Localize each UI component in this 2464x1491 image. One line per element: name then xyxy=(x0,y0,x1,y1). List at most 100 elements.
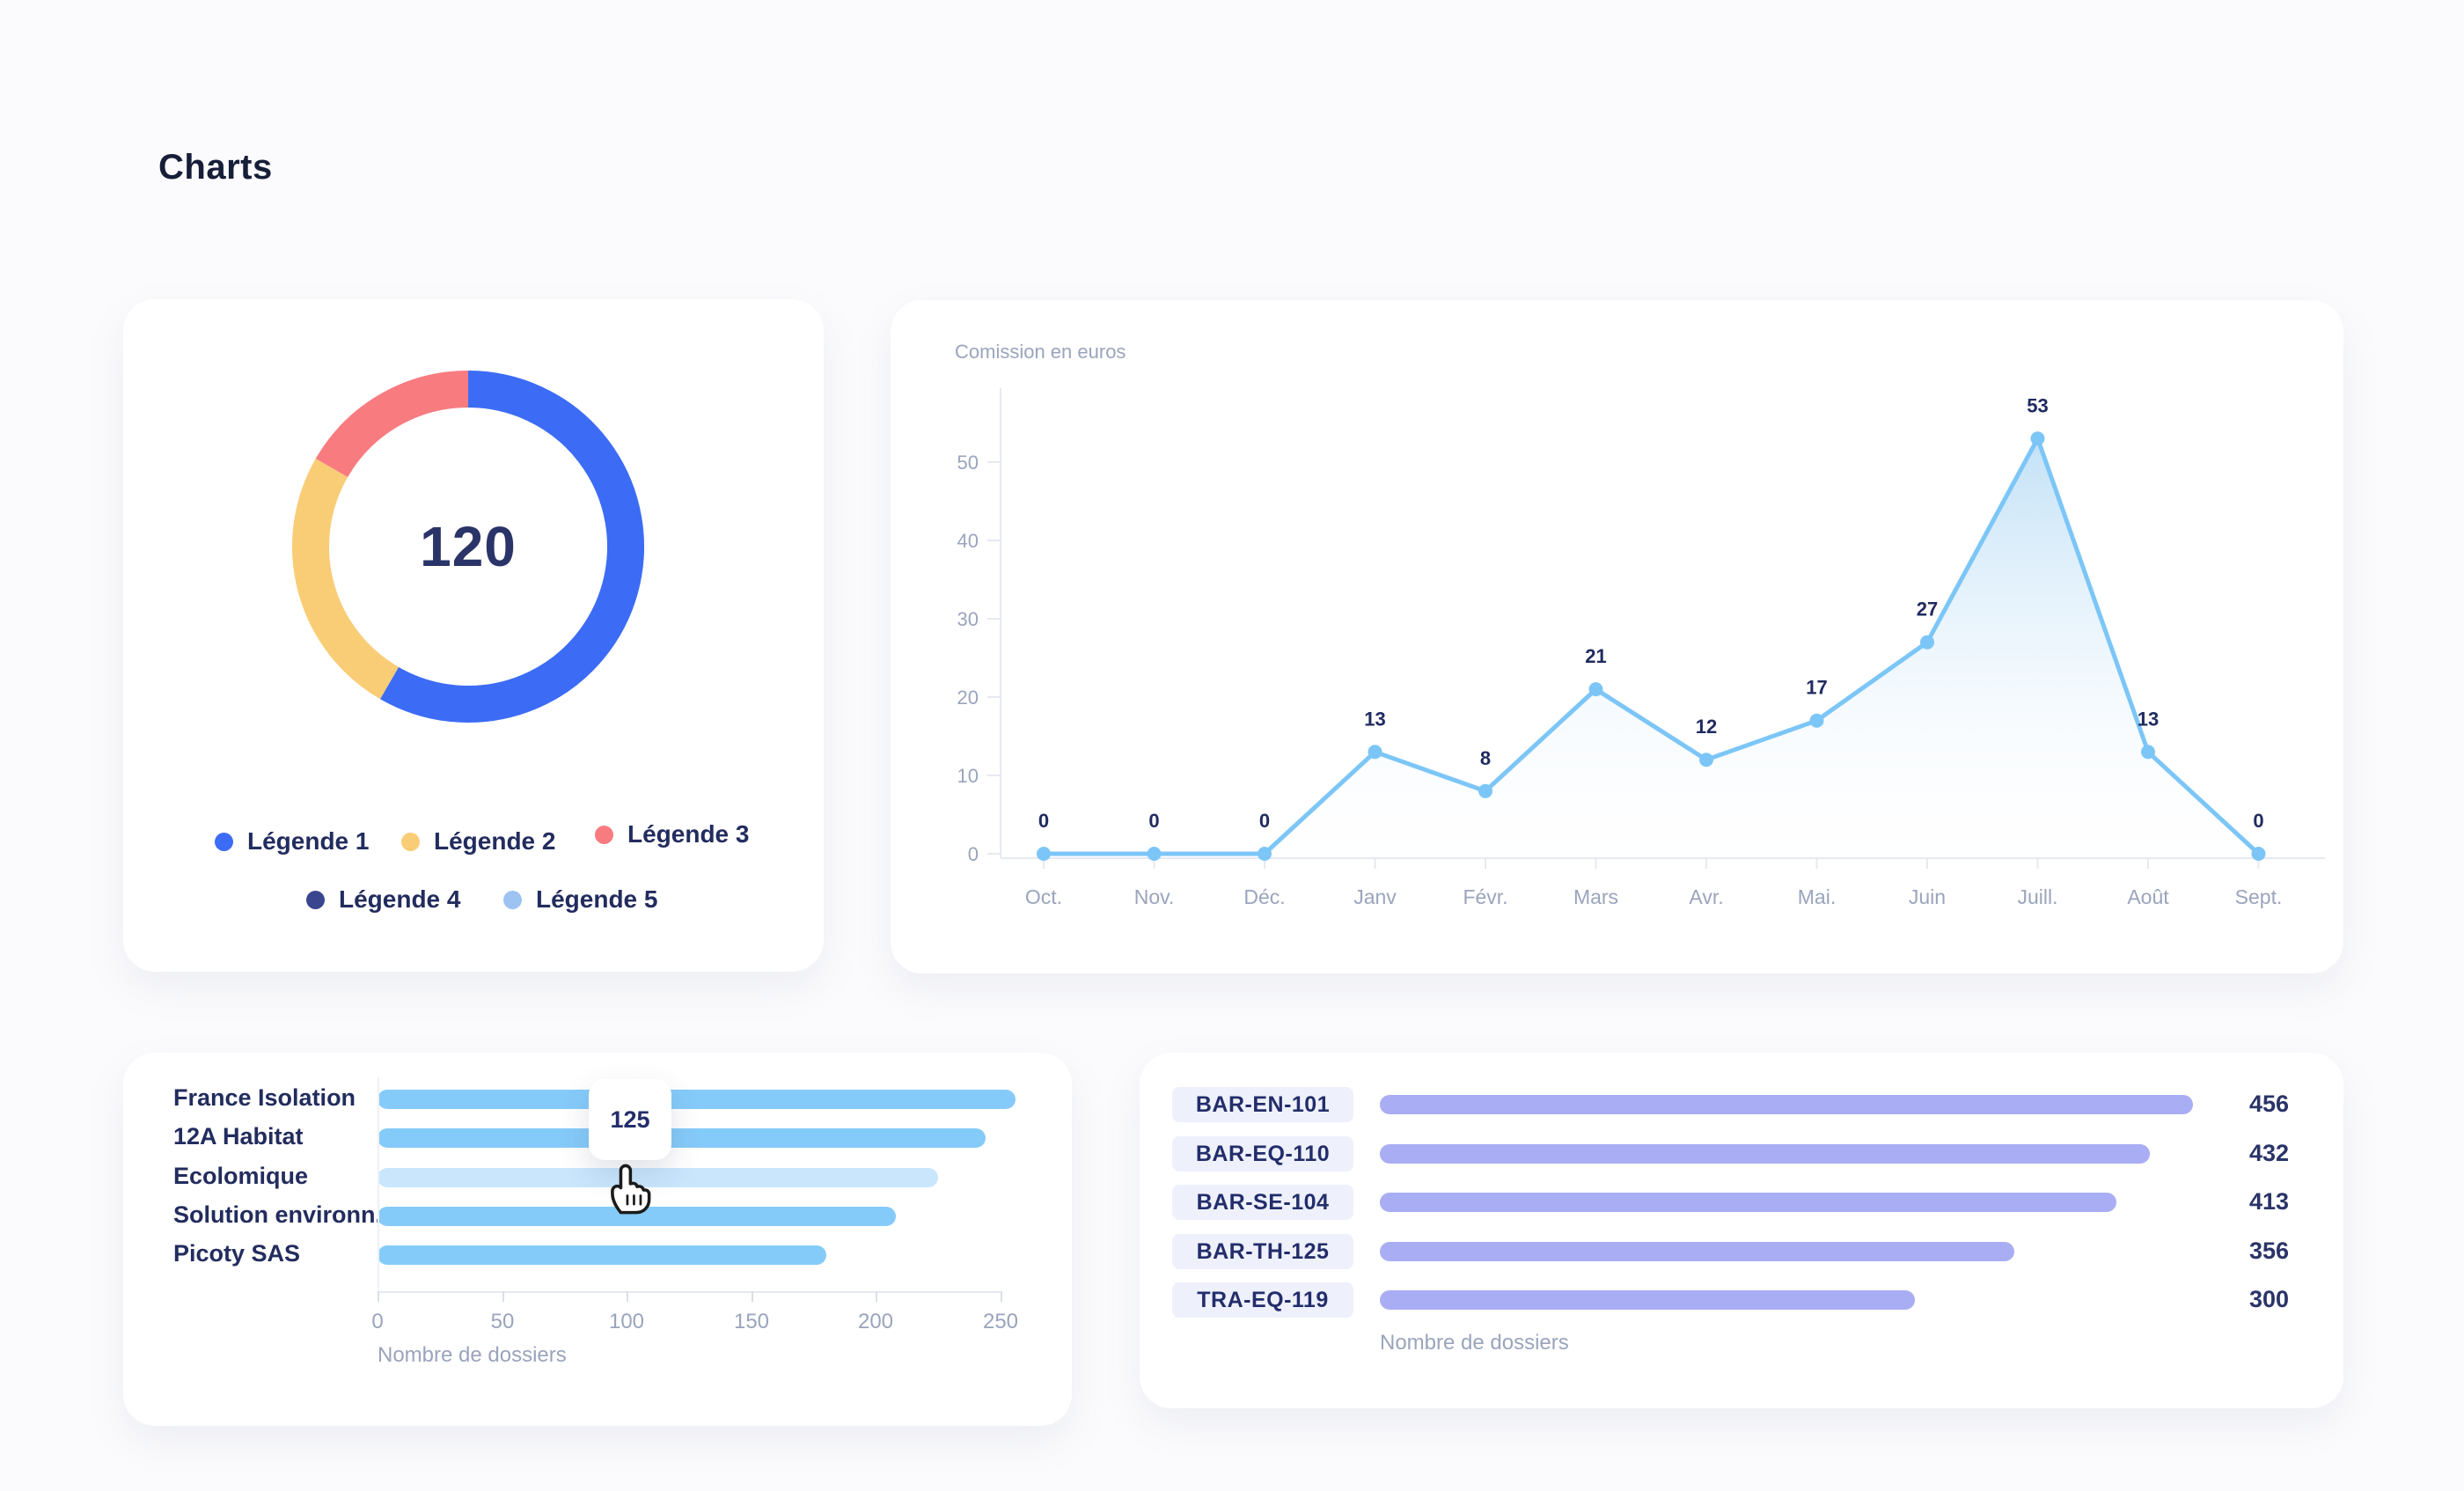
companies-axis-tick xyxy=(502,1291,504,1302)
code-value-2: 432 xyxy=(2248,1140,2289,1166)
legend-dot-icon xyxy=(306,890,325,909)
legend-dot-icon xyxy=(215,832,233,851)
line-point-label: 0 xyxy=(1148,810,1159,832)
companies-axis-tick xyxy=(752,1291,753,1302)
line-point-Déc.[interactable] xyxy=(1258,847,1272,861)
code-bar-1[interactable] xyxy=(1380,1095,2193,1114)
commission-line-series[interactable] xyxy=(1041,436,2261,856)
line-xtick: Nov. xyxy=(1134,885,1175,908)
line-point-label: 0 xyxy=(2253,810,2263,832)
code-bar-4[interactable] xyxy=(1380,1242,2014,1261)
line-ytick: 20 xyxy=(957,687,979,709)
line-point-Oct.[interactable] xyxy=(1037,847,1051,861)
code-pill-4: BAR-TH-125 xyxy=(1172,1234,1353,1269)
company-label-3: Ecolomique xyxy=(173,1163,309,1189)
company-bar-2[interactable] xyxy=(378,1128,986,1148)
donut-center-value: 120 xyxy=(420,515,517,578)
line-xtick: Avr. xyxy=(1689,885,1723,908)
line-point-label: 53 xyxy=(2027,394,2048,416)
code-bar-3[interactable] xyxy=(1380,1193,2116,1212)
line-point-Mars[interactable] xyxy=(1588,682,1603,697)
legend-dot-icon xyxy=(401,832,420,851)
line-point-Juin[interactable] xyxy=(1920,635,1934,650)
code-value-1: 456 xyxy=(2248,1091,2289,1117)
companies-axis-tick xyxy=(627,1291,628,1302)
line-point-label: 12 xyxy=(1696,716,1717,738)
companies-bar-card: France Isolation 12A Habitat Ecolomique Sol… xyxy=(123,1053,1072,1426)
line-point-label: 13 xyxy=(1364,708,1385,730)
code-value-5: 300 xyxy=(2248,1286,2289,1312)
line-xtick: Févr. xyxy=(1463,885,1507,908)
line-xtick: Mai. xyxy=(1798,885,1836,908)
donut-chart[interactable] xyxy=(275,353,662,740)
line-ytick: 40 xyxy=(957,530,979,552)
companies-axis-tick-label: 200 xyxy=(857,1310,894,1333)
line-xtick: Mars xyxy=(1573,885,1618,908)
companies-axis-tick-label: 0 xyxy=(371,1310,384,1333)
legend-item-5[interactable]: Légende 5 xyxy=(503,885,657,914)
company-bar-5[interactable] xyxy=(378,1245,826,1265)
code-value-3: 413 xyxy=(2248,1188,2289,1215)
code-bar-5[interactable] xyxy=(1380,1290,1915,1310)
companies-x-axis xyxy=(378,1291,1001,1293)
line-ytick: 10 xyxy=(957,765,979,787)
legend-item-3[interactable]: Légende 3 xyxy=(595,820,749,848)
donut-segment-3[interactable] xyxy=(315,371,469,478)
hand-cursor-icon xyxy=(611,1164,651,1215)
line-point-Juill.[interactable] xyxy=(2030,431,2045,446)
companies-axis-tick-label: 100 xyxy=(608,1310,645,1333)
line-xtick: Juill. xyxy=(2017,885,2057,908)
line-point-label: 0 xyxy=(1038,810,1049,832)
line-point-Sept.[interactable] xyxy=(2251,847,2266,861)
legend-item-label: Légende 3 xyxy=(627,820,750,848)
line-ytick: 50 xyxy=(957,452,979,474)
line-xtick: Juin xyxy=(1909,885,1946,908)
donut-chart-card: 120 Légende 1 Légende 2 Légende 3 Légende 4… xyxy=(123,299,824,972)
legend-item-label: Légende 5 xyxy=(536,885,658,913)
line-point-label: 13 xyxy=(2138,708,2159,730)
companies-axis-label: Nombre de dossiers xyxy=(378,1343,567,1367)
code-value-4: 356 xyxy=(2248,1238,2289,1264)
code-pill-1: BAR-EN-101 xyxy=(1172,1087,1353,1122)
line-point-label: 27 xyxy=(1917,599,1938,621)
companies-axis-tick xyxy=(876,1291,877,1302)
legend-item-1[interactable]: Légende 1 xyxy=(215,827,369,856)
line-ytick: 0 xyxy=(968,843,979,865)
legend-item-4[interactable]: Légende 4 xyxy=(306,885,460,914)
line-point-Août[interactable] xyxy=(2141,745,2155,760)
code-pill-3: BAR-SE-104 xyxy=(1172,1185,1353,1220)
companies-axis-tick-label: 50 xyxy=(490,1310,515,1333)
bar-tooltip: 125 xyxy=(589,1079,671,1160)
code-bar-2[interactable] xyxy=(1380,1144,2150,1164)
line-xtick: Janv xyxy=(1353,885,1397,908)
codes-bar-card: BAR-EN-101 456 BAR-EQ-110 432 BAR-SE-104 413 B… xyxy=(1140,1053,2343,1408)
line-xtick: Sept. xyxy=(2235,885,2283,908)
companies-axis-tick xyxy=(378,1291,379,1302)
line-point-Avr.[interactable] xyxy=(1699,753,1713,768)
commission-line-chart[interactable]: Comission en euros 0 10 20 30 40 50 Oct. Nov. Déc… xyxy=(891,300,2343,973)
page-title: Charts xyxy=(158,148,273,187)
company-label-1: France Isolation xyxy=(173,1084,356,1111)
line-point-label: 21 xyxy=(1585,645,1606,667)
legend-item-label: Légende 4 xyxy=(339,885,461,913)
donut-segment-1[interactable] xyxy=(380,371,644,723)
company-bar-1[interactable] xyxy=(378,1090,1016,1109)
legend-item-label: Légende 2 xyxy=(434,827,556,855)
companies-axis-tick xyxy=(1001,1291,1002,1302)
line-point-label: 8 xyxy=(1480,747,1491,769)
line-ylabel: Comission en euros xyxy=(955,341,1126,363)
line-xtick: Déc. xyxy=(1243,885,1285,908)
donut-segment-2[interactable] xyxy=(292,459,400,700)
legend-item-label: Légende 1 xyxy=(247,827,370,855)
company-bar-3[interactable] xyxy=(378,1168,938,1187)
line-point-Févr.[interactable] xyxy=(1478,783,1492,798)
company-label-5: Picoty SAS xyxy=(173,1240,301,1267)
line-point-Janv[interactable] xyxy=(1368,745,1382,760)
line-point-Mai.[interactable] xyxy=(1809,713,1824,728)
line-point-Nov.[interactable] xyxy=(1147,847,1162,861)
companies-y-axis xyxy=(378,1077,379,1293)
line-ytick: 30 xyxy=(957,608,979,630)
company-bar-4[interactable] xyxy=(378,1207,896,1226)
legend-item-2[interactable]: Légende 2 xyxy=(401,827,555,856)
line-point-label: 17 xyxy=(1806,677,1827,699)
